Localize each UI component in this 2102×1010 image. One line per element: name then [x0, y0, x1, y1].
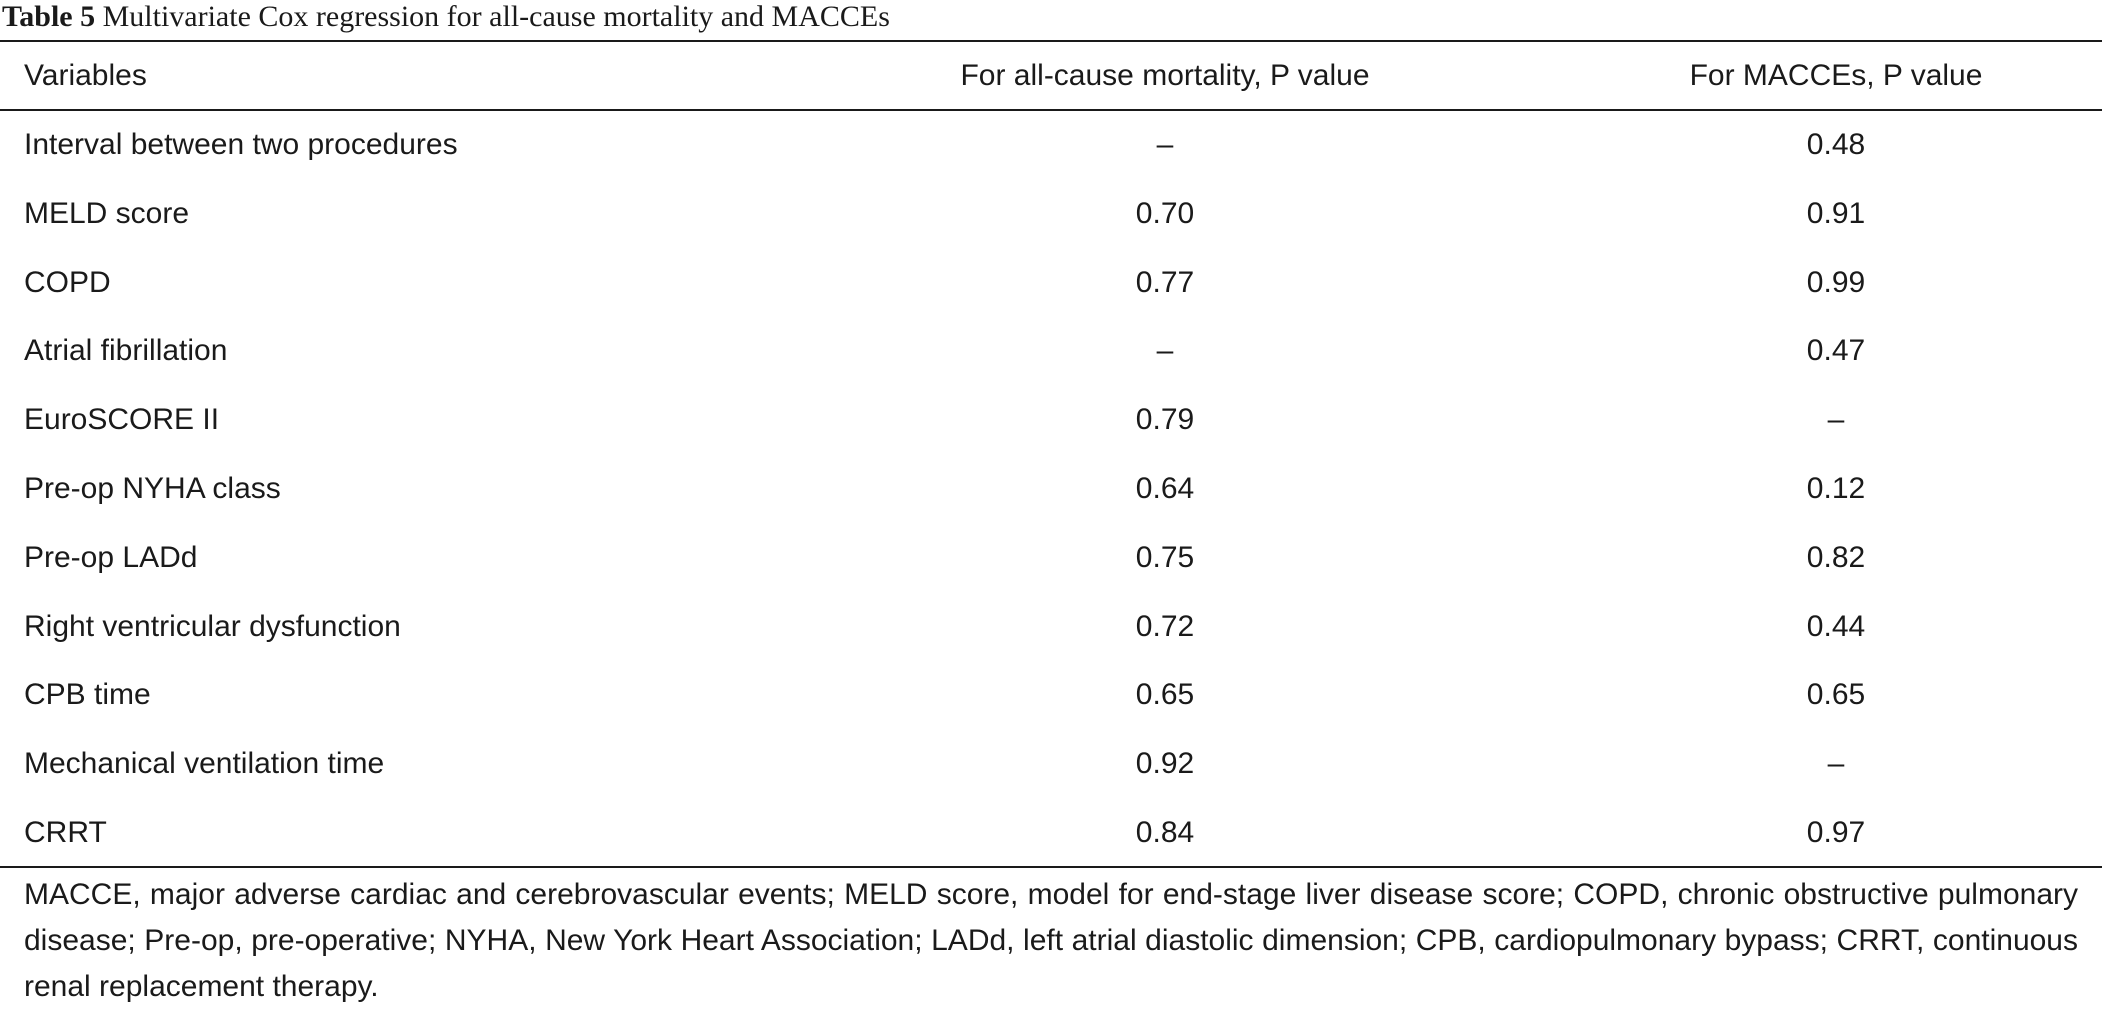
mortality-p-cell: 0.72	[1135, 609, 1195, 643]
variable-cell: Pre-op NYHA class	[24, 471, 281, 505]
macces-p-cell: –	[1827, 747, 1845, 781]
mortality-p-cell: 0.79	[1135, 403, 1195, 437]
macces-p-cell: 0.97	[1806, 815, 1866, 849]
variable-cell: Mechanical ventilation time	[24, 747, 385, 781]
table-row: Atrial fibrillation – 0.47	[0, 317, 2102, 386]
table-caption: Table 5 Multivariate Cox regression for …	[2, 0, 890, 38]
variable-cell: COPD	[24, 265, 111, 299]
table-footnote: MACCE, major adverse cardiac and cerebro…	[24, 878, 2078, 1003]
mortality-p-cell: –	[1156, 128, 1174, 161]
table-label: Table 5	[2, 0, 96, 33]
table-row: MELD score 0.70 0.91	[0, 180, 2102, 249]
mortality-p-cell: 0.65	[1135, 678, 1195, 712]
macces-p-cell: 0.82	[1806, 540, 1866, 574]
variable-cell: Right ventricular dysfunction	[24, 609, 401, 643]
mortality-p-cell: 0.64	[1135, 471, 1195, 505]
variable-cell: MELD score	[24, 196, 190, 230]
table-row: CRRT 0.84 0.97	[0, 799, 2102, 868]
variable-cell: Pre-op LADd	[24, 540, 198, 574]
table-row: Pre-op NYHA class 0.64 0.12	[0, 455, 2102, 524]
mortality-p-cell: 0.92	[1135, 747, 1195, 781]
header-mortality-p: For all-cause mortality, P value	[960, 59, 1370, 92]
mortality-p-cell: 0.70	[1135, 196, 1195, 230]
header-macces-p: For MACCEs, P value	[1689, 59, 1983, 92]
header-variables: Variables	[24, 59, 147, 92]
table-row: COPD 0.77 0.99	[0, 249, 2102, 318]
table-body: Interval between two procedures – 0.48 MELD…	[0, 110, 2102, 868]
table-row: EuroSCORE II 0.79 –	[0, 386, 2102, 455]
results-table: Variables For all-cause mortality, P val…	[0, 42, 2102, 868]
header-row: Variables For all-cause mortality, P val…	[0, 42, 2102, 110]
table-row: Mechanical ventilation time 0.92 –	[0, 730, 2102, 799]
mortality-p-cell: 0.84	[1135, 815, 1195, 849]
macces-p-cell: 0.99	[1806, 265, 1866, 299]
variable-cell: CPB time	[24, 678, 151, 712]
macces-p-cell: 0.12	[1806, 471, 1866, 505]
table-row: Interval between two procedures – 0.48	[0, 110, 2102, 180]
macces-p-cell: –	[1827, 403, 1845, 437]
mortality-p-cell: 0.75	[1135, 540, 1195, 574]
header-rule	[0, 109, 2102, 111]
table-title: Multivariate Cox regression for all-caus…	[102, 0, 890, 33]
variable-cell: CRRT	[24, 815, 107, 849]
macces-p-cell: 0.47	[1806, 334, 1866, 368]
macces-p-cell: 0.65	[1806, 678, 1866, 712]
macces-p-cell: 0.91	[1806, 196, 1866, 230]
variable-cell: EuroSCORE II	[24, 403, 220, 437]
bottom-rule	[0, 866, 2102, 868]
variable-cell: Atrial fibrillation	[24, 334, 228, 368]
table-row: Right ventricular dysfunction 0.72 0.44	[0, 593, 2102, 662]
table-row: Pre-op LADd 0.75 0.82	[0, 524, 2102, 593]
macces-p-cell: 0.44	[1806, 609, 1866, 643]
mortality-p-cell: 0.77	[1135, 265, 1195, 299]
variable-cell: Interval between two procedures	[24, 128, 458, 161]
macces-p-cell: 0.48	[1806, 128, 1866, 161]
top-rule	[0, 40, 2102, 42]
mortality-p-cell: –	[1156, 334, 1174, 368]
table-row: CPB time 0.65 0.65	[0, 661, 2102, 730]
